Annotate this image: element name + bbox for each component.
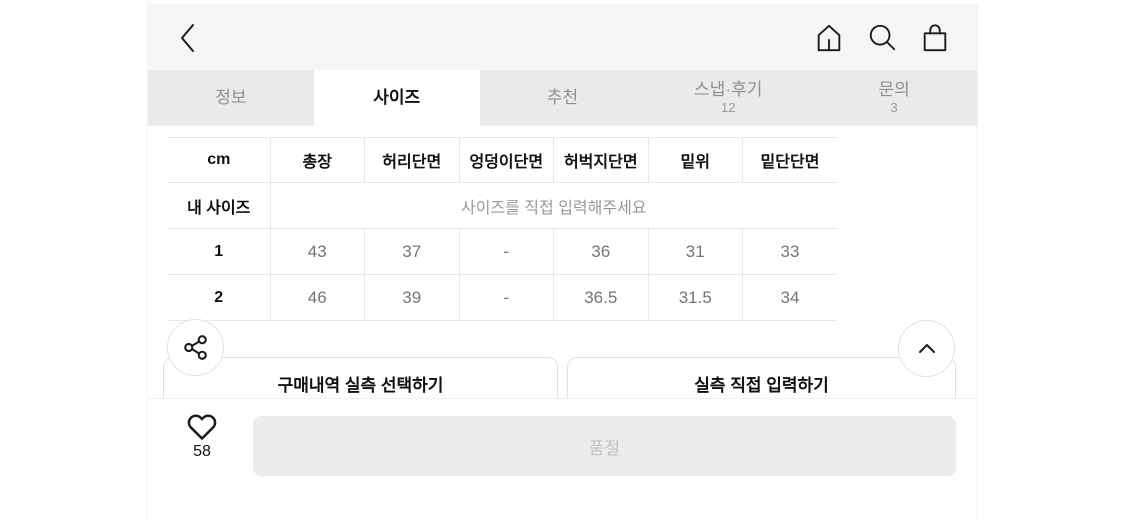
like-button[interactable]: 58 xyxy=(174,413,230,475)
share-icon xyxy=(184,335,207,360)
product-detail-sheet: 정보 사이즈 추천 스냅·후기 12 문의 3 xyxy=(147,0,978,520)
my-size-row: 내 사이즈 사이즈를 직접 입력해주세요 xyxy=(168,182,837,229)
collapse-button[interactable] xyxy=(898,320,955,377)
tab-bar: 정보 사이즈 추천 스냅·후기 12 문의 3 xyxy=(148,70,977,126)
enter-measurement-label: 실측 직접 입력하기 xyxy=(694,376,829,395)
heart-icon xyxy=(187,414,217,440)
cell-hip: - xyxy=(458,228,554,275)
search-icon xyxy=(869,24,896,51)
size-label: 2 xyxy=(168,274,270,321)
cell-waist: 37 xyxy=(364,228,459,275)
table-row-size-2: 2 46 39 - 36.5 31.5 34 xyxy=(168,274,837,321)
cell-total-length: 43 xyxy=(269,228,365,275)
cart-button[interactable] xyxy=(919,18,951,58)
my-size-input[interactable]: 사이즈를 직접 입력해주세요 xyxy=(269,182,837,229)
purchase-bar: 58 품절 xyxy=(148,398,977,520)
like-count: 58 xyxy=(193,443,211,460)
col-header-waist: 허리단면 xyxy=(364,137,459,183)
cell-hip: - xyxy=(458,274,554,321)
tab-recommend[interactable]: 추천 xyxy=(480,70,646,126)
size-label: 1 xyxy=(168,228,270,275)
top-bar xyxy=(148,4,977,70)
home-icon xyxy=(817,24,841,52)
size-table: cm 총장 허리단면 엉덩이단면 허벅지단면 밑위 밑단단면 내 사이즈 사이즈… xyxy=(168,137,837,321)
search-button[interactable] xyxy=(866,18,898,58)
sold-out-button[interactable]: 품절 xyxy=(253,416,956,476)
sold-out-label: 품절 xyxy=(588,438,621,458)
col-header-total-length: 총장 xyxy=(269,137,365,183)
col-header-thigh: 허벅지단면 xyxy=(553,137,648,183)
cell-total-length: 46 xyxy=(269,274,365,321)
home-button[interactable] xyxy=(813,18,845,58)
tab-label: 사이즈 xyxy=(373,88,421,108)
col-header-rise: 밑위 xyxy=(647,137,743,183)
col-header-unit: cm xyxy=(168,137,270,183)
chevron-left-icon xyxy=(181,24,194,52)
tab-count: 12 xyxy=(721,100,736,116)
top-bar-actions xyxy=(813,18,951,58)
cell-rise: 31 xyxy=(647,228,743,275)
cell-hem: 33 xyxy=(742,228,837,275)
select-purchase-measurement-label: 구매내역 실측 선택하기 xyxy=(277,376,444,395)
share-button[interactable] xyxy=(167,319,224,376)
col-header-hem: 밑단단면 xyxy=(742,137,837,183)
cell-rise: 31.5 xyxy=(647,274,743,321)
cell-hem: 34 xyxy=(742,274,837,321)
cell-waist: 39 xyxy=(364,274,459,321)
tab-count: 3 xyxy=(890,100,898,116)
tab-label: 스냅·후기 xyxy=(694,79,763,99)
tab-info[interactable]: 정보 xyxy=(148,70,314,126)
tab-size[interactable]: 사이즈 xyxy=(313,70,480,126)
tab-label: 정보 xyxy=(215,88,247,108)
table-row-size-1: 1 43 37 - 36 31 33 xyxy=(168,228,837,275)
shopping-bag-icon xyxy=(923,24,947,52)
my-size-label: 내 사이즈 xyxy=(168,182,270,229)
size-table-header-row: cm 총장 허리단면 엉덩이단면 허벅지단면 밑위 밑단단면 xyxy=(168,137,837,183)
col-header-hip: 엉덩이단면 xyxy=(458,137,554,183)
back-button[interactable] xyxy=(170,18,206,58)
tab-inquiry[interactable]: 문의 3 xyxy=(811,70,977,126)
tab-snap-reviews[interactable]: 스냅·후기 12 xyxy=(645,70,811,126)
chevron-up-icon xyxy=(918,343,935,353)
tab-label: 문의 xyxy=(878,79,910,99)
cell-thigh: 36.5 xyxy=(553,274,648,321)
tab-label: 추천 xyxy=(546,88,579,108)
cell-thigh: 36 xyxy=(553,228,648,275)
